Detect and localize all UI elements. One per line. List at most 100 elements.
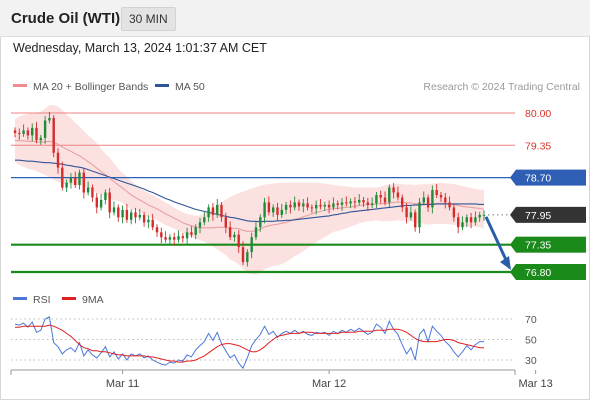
- candle-body: [39, 137, 42, 141]
- candle-body: [13, 130, 17, 133]
- rsi-tick-label: 30: [525, 355, 537, 367]
- timestamp: Wednesday, March 13, 2024 1:01:37 AM CET: [13, 41, 267, 55]
- candle-body: [86, 187, 90, 193]
- candle-body: [422, 197, 425, 203]
- candle-body: [323, 204, 326, 207]
- legend-swatch-9ma: [62, 297, 76, 300]
- legend-swatch-ma50: [155, 84, 169, 87]
- candle-body: [228, 227, 232, 238]
- candle-body: [61, 167, 64, 188]
- candle-body: [310, 207, 314, 209]
- candle-body: [388, 187, 391, 203]
- candle-body: [138, 214, 141, 218]
- candle-body: [35, 127, 38, 141]
- level-label-pointer: [510, 169, 516, 186]
- candle-body: [435, 190, 438, 195]
- instrument-title: Crude Oil (WTI): [11, 10, 121, 27]
- candle-body: [349, 201, 352, 204]
- x-tick-label: Mar 13: [519, 378, 553, 390]
- candle-body: [345, 202, 348, 204]
- level-label-78-70: 78.70: [525, 173, 551, 185]
- candles: [13, 112, 511, 270]
- timeframe-button[interactable]: 30 MIN: [121, 7, 176, 31]
- candle-body: [164, 237, 167, 240]
- level-label-pointer: [510, 264, 516, 280]
- forecast-arrow: [484, 216, 509, 263]
- credit-text: Research © 2024 Trading Central: [423, 81, 580, 93]
- level-label-77-95: 77.95: [525, 210, 551, 222]
- candle-body: [108, 192, 111, 213]
- candle-body: [332, 203, 335, 208]
- candle-body: [465, 217, 468, 223]
- legend-label-ma20: MA 20 + Bollinger Bands: [33, 81, 148, 93]
- candle-body: [336, 203, 339, 205]
- legend-swatch-rsi: [13, 297, 27, 300]
- candle-body: [155, 227, 159, 233]
- candle-body: [99, 200, 103, 208]
- candle-body: [125, 209, 129, 220]
- level-label-76-80: 76.80: [525, 267, 551, 279]
- candle-body: [315, 204, 318, 209]
- candle-body: [474, 217, 477, 223]
- candle-body: [22, 130, 25, 134]
- candle-body: [207, 207, 210, 218]
- candle-body: [26, 130, 30, 136]
- rsi-line: [14, 316, 484, 370]
- x-tick-label: Mar 11: [106, 378, 139, 390]
- legend-label-ma50: MA 50: [175, 81, 205, 93]
- candle-body: [151, 219, 154, 228]
- candle-body: [134, 212, 137, 218]
- rsi-legend: RSI 9MA: [13, 294, 104, 306]
- candle-body: [18, 132, 21, 134]
- candle-body: [117, 207, 120, 218]
- candle-body: [284, 204, 288, 210]
- candle-body: [56, 152, 60, 168]
- candle-body: [426, 197, 430, 208]
- candle-body: [91, 187, 94, 198]
- level-label-box: [516, 169, 586, 186]
- level-label-80-00: 80.00: [525, 108, 551, 120]
- forecast-arrow-head: [500, 256, 511, 270]
- candle-body: [461, 222, 464, 228]
- candle-body: [289, 204, 292, 208]
- candle-body: [65, 182, 68, 188]
- candle-body: [198, 222, 202, 228]
- level-label-box: [516, 264, 586, 280]
- candle-body: [405, 207, 408, 218]
- candle-body: [121, 209, 124, 218]
- candle-body: [401, 197, 404, 208]
- legend-label-9ma: 9MA: [82, 294, 104, 306]
- level-label-box: [516, 206, 586, 223]
- ma50-line: [15, 159, 484, 223]
- candle-body: [69, 177, 73, 183]
- candle-body: [177, 236, 180, 240]
- candle-body: [340, 202, 344, 205]
- candle-body: [74, 177, 77, 186]
- level-label-pointer: [510, 206, 516, 223]
- level-label-77-35: 77.35: [525, 240, 551, 252]
- candle-body: [457, 217, 460, 228]
- candle-body: [383, 197, 387, 203]
- candle-body: [142, 214, 146, 223]
- candle-body: [254, 227, 258, 238]
- candle-body: [263, 202, 266, 218]
- candle-body: [224, 217, 227, 228]
- candle-body: [233, 234, 236, 238]
- candle-body: [280, 209, 283, 215]
- candle-body: [469, 217, 473, 223]
- candle-body: [418, 202, 421, 228]
- candle-body: [43, 120, 47, 138]
- rsi-ma-line: [15, 324, 484, 363]
- rsi-panel: 70 50 30: [11, 314, 537, 370]
- candle-body: [414, 212, 417, 228]
- candle-body: [306, 203, 309, 208]
- main-legend: MA 20 + Bollinger Bands MA 50: [13, 81, 205, 93]
- candle-body: [185, 232, 189, 239]
- candle-body: [112, 207, 116, 213]
- candle-body: [147, 219, 150, 223]
- candle-body: [409, 212, 413, 218]
- candle-body: [216, 204, 219, 215]
- candle-body: [173, 237, 176, 240]
- header-bar: Crude Oil (WTI) 30 MIN: [0, 0, 590, 37]
